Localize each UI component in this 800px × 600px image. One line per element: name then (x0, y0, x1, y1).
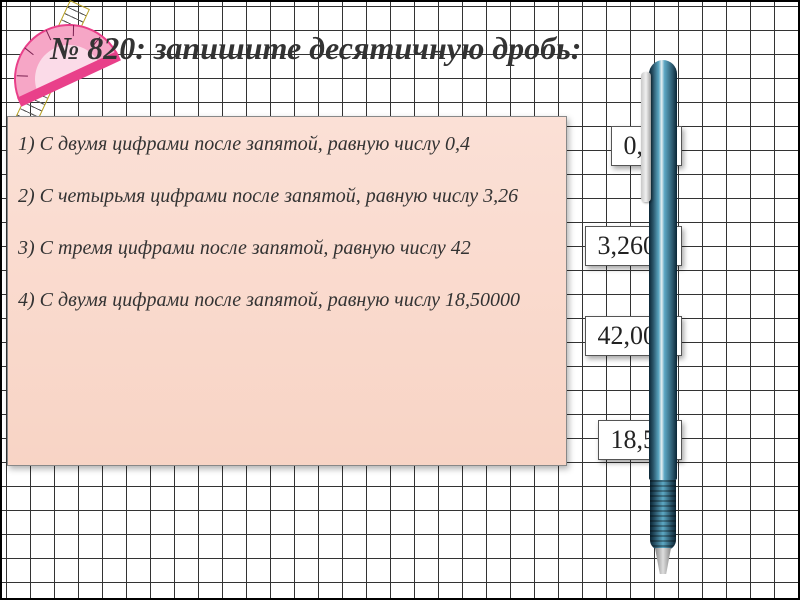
question-panel: 1) С двумя цифрами после запятой, равную… (7, 116, 567, 466)
question-1: 1) С двумя цифрами после запятой, равную… (18, 131, 556, 157)
pen-icon (641, 60, 685, 590)
question-3: 3) С тремя цифрами после запятой, равную… (18, 235, 556, 261)
question-2: 2) С четырьмя цифрами после запятой, рав… (18, 183, 556, 209)
question-4: 4) С двумя цифрами после запятой, равную… (18, 287, 556, 313)
